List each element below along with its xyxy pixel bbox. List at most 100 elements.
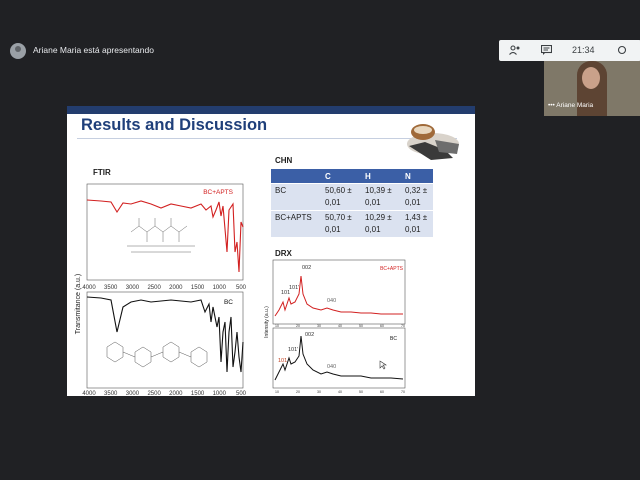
chn-n-value: 1,43 ±: [405, 213, 428, 222]
drx-top-trace: [274, 275, 403, 317]
participant-name-text: Ariane Maria: [556, 102, 594, 109]
participant-face: [582, 67, 600, 89]
axis-tick-label: 30: [317, 390, 321, 394]
ftir-y-label: Transmitance (a.u.): [75, 274, 82, 334]
axis-tick-label: 20: [296, 390, 300, 394]
axis-tick-label: 3500: [104, 391, 118, 396]
chn-heading: CHN: [275, 156, 293, 165]
axis-tick-label: 1500: [191, 285, 205, 291]
chn-header-row: C H N: [271, 169, 433, 183]
axis-tick-label: 40: [338, 324, 342, 328]
axis-tick-label: 40: [338, 390, 342, 394]
chn-c-cell: 50,70 ± 0,01: [321, 210, 361, 237]
ftir-bottom-label: BC: [224, 299, 233, 306]
axis-tick-label: 60: [380, 390, 384, 394]
axis-tick-label: 4000: [82, 391, 96, 396]
drx-bottom-frame: [272, 327, 406, 389]
axis-tick-label: 70: [401, 324, 405, 328]
more-options-icon[interactable]: [616, 45, 628, 57]
drx-top-axis-ticks: 10 20 30 40 50 60 70: [275, 324, 405, 328]
axis-tick-label: 50: [359, 390, 363, 394]
chn-n-error: 0,01: [405, 225, 421, 234]
chn-sample-cell: BC: [271, 183, 321, 210]
axis-tick-label: 20: [296, 324, 300, 328]
axis-tick-label: 1000: [213, 285, 227, 291]
drx-bottom-label: BC: [390, 336, 397, 342]
drx-y-label: Intensity (a.u.): [264, 306, 270, 338]
meeting-clock: 21:34: [572, 45, 595, 55]
chn-h-cell: 10,39 ± 0,01: [361, 183, 401, 210]
drx-top-label: BC+APTS: [380, 266, 404, 272]
axis-tick-label: 1000: [213, 391, 227, 396]
table-row: BC 50,60 ± 0,01 10,39 ± 0,01 0,32 ± 0,01: [271, 183, 433, 210]
axis-tick-label: 3000: [126, 391, 140, 396]
ftir-bottom-axis-ticks: 4000 3500 3000 2500 2000 1500 1000 500: [82, 391, 246, 396]
cellulose-structure-icon: [106, 341, 208, 368]
ftir-heading: FTIR: [93, 168, 111, 177]
axis-tick-label: 3000: [126, 285, 140, 291]
chn-n-cell: 0,32 ± 0,01: [401, 183, 433, 210]
ftir-top-trace: [86, 199, 244, 273]
chn-h-value: 10,39 ±: [365, 186, 392, 195]
chn-col-h: H: [361, 169, 401, 183]
axis-tick-label: 50: [359, 324, 363, 328]
chn-sample-cell: BC+APTS: [271, 210, 321, 237]
slide-header-bar: [67, 106, 475, 114]
ftir-figure: Transmitance (a.u.) BC+APTS 4000 3500 3000…: [75, 183, 247, 396]
table-row: BC+APTS 50,70 ± 0,01 10,29 ± 0,01 1,43 ± 0,…: [271, 210, 433, 237]
axis-tick-label: 2500: [147, 285, 161, 291]
chn-c-value: 50,60 ±: [325, 186, 352, 195]
axis-tick-label: 500: [236, 285, 247, 291]
axis-tick-label: 60: [380, 324, 384, 328]
ftir-bottom-frame: [86, 291, 244, 389]
axis-tick-label: 3500: [104, 285, 118, 291]
chn-table: C H N BC 50,60 ±0,01 10,39 ±0,01 0,32 ±0…: [271, 169, 433, 237]
title-divider: [77, 138, 457, 139]
coffee-beans-image: [407, 124, 459, 160]
people-icon[interactable]: [509, 45, 521, 57]
axis-tick-label: 1500: [191, 391, 205, 396]
chn-c-value: 50,70 ±: [325, 213, 352, 222]
participant-name: ••• Ariane Maria: [548, 102, 593, 109]
ftir-bottom-trace: [86, 296, 244, 373]
axis-tick-label: 70: [401, 390, 405, 394]
chn-c-error: 0,01: [325, 225, 341, 234]
chn-c-cell: 50,60 ± 0,01: [321, 183, 361, 210]
ftir-top-frame: [86, 183, 244, 281]
meeting-controls-bar: [499, 40, 640, 61]
slide-title: Results and Discussion: [81, 116, 268, 134]
drx-bottom-peak-002: 002: [305, 332, 314, 338]
drx-bottom-peak-101: 101: [278, 358, 287, 364]
chn-col-c: C: [321, 169, 361, 183]
axis-tick-label: 30: [317, 324, 321, 328]
axis-tick-label: 2500: [147, 391, 161, 396]
drx-top-peak-101-prime: 101': [289, 285, 299, 291]
chn-n-value: 0,32 ±: [405, 186, 428, 195]
presentation-slide: Results and Discussion FTIR Transmitance…: [67, 106, 475, 396]
mouse-cursor-icon: [379, 360, 387, 370]
participant-video-tile[interactable]: [544, 61, 640, 116]
drx-bottom-peak-101-prime: 101': [288, 347, 298, 353]
axis-tick-label: 2000: [169, 391, 183, 396]
chn-h-error: 0,01: [365, 198, 381, 207]
drx-heading: DRX: [275, 249, 292, 258]
axis-tick-label: 10: [275, 324, 279, 328]
chn-n-error: 0,01: [405, 198, 421, 207]
chn-c-error: 0,01: [325, 198, 341, 207]
drx-top-peak-101: 101: [281, 290, 290, 296]
chn-n-cell: 1,43 ± 0,01: [401, 210, 433, 237]
drx-top-peak-040: 040: [327, 298, 336, 304]
drx-bottom-trace: [274, 335, 404, 381]
presenter-status: Ariane Maria está apresentando: [33, 45, 154, 55]
chn-h-value: 10,29 ±: [365, 213, 392, 222]
more-label[interactable]: •••: [548, 102, 555, 109]
chn-h-cell: 10,29 ± 0,01: [361, 210, 401, 237]
chat-icon[interactable]: [540, 44, 553, 57]
axis-tick-label: 2000: [169, 285, 183, 291]
drx-top-peak-002: 002: [302, 265, 311, 271]
chn-col-n: N: [401, 169, 433, 183]
drx-figure: Intensity (a.u.) 101 101' 002 040 BC+APT…: [264, 259, 406, 394]
apts-structure-icon: [127, 218, 195, 253]
chn-h-error: 0,01: [365, 225, 381, 234]
drx-bottom-axis-ticks: 10 20 30 40 50 60 70: [275, 390, 405, 394]
